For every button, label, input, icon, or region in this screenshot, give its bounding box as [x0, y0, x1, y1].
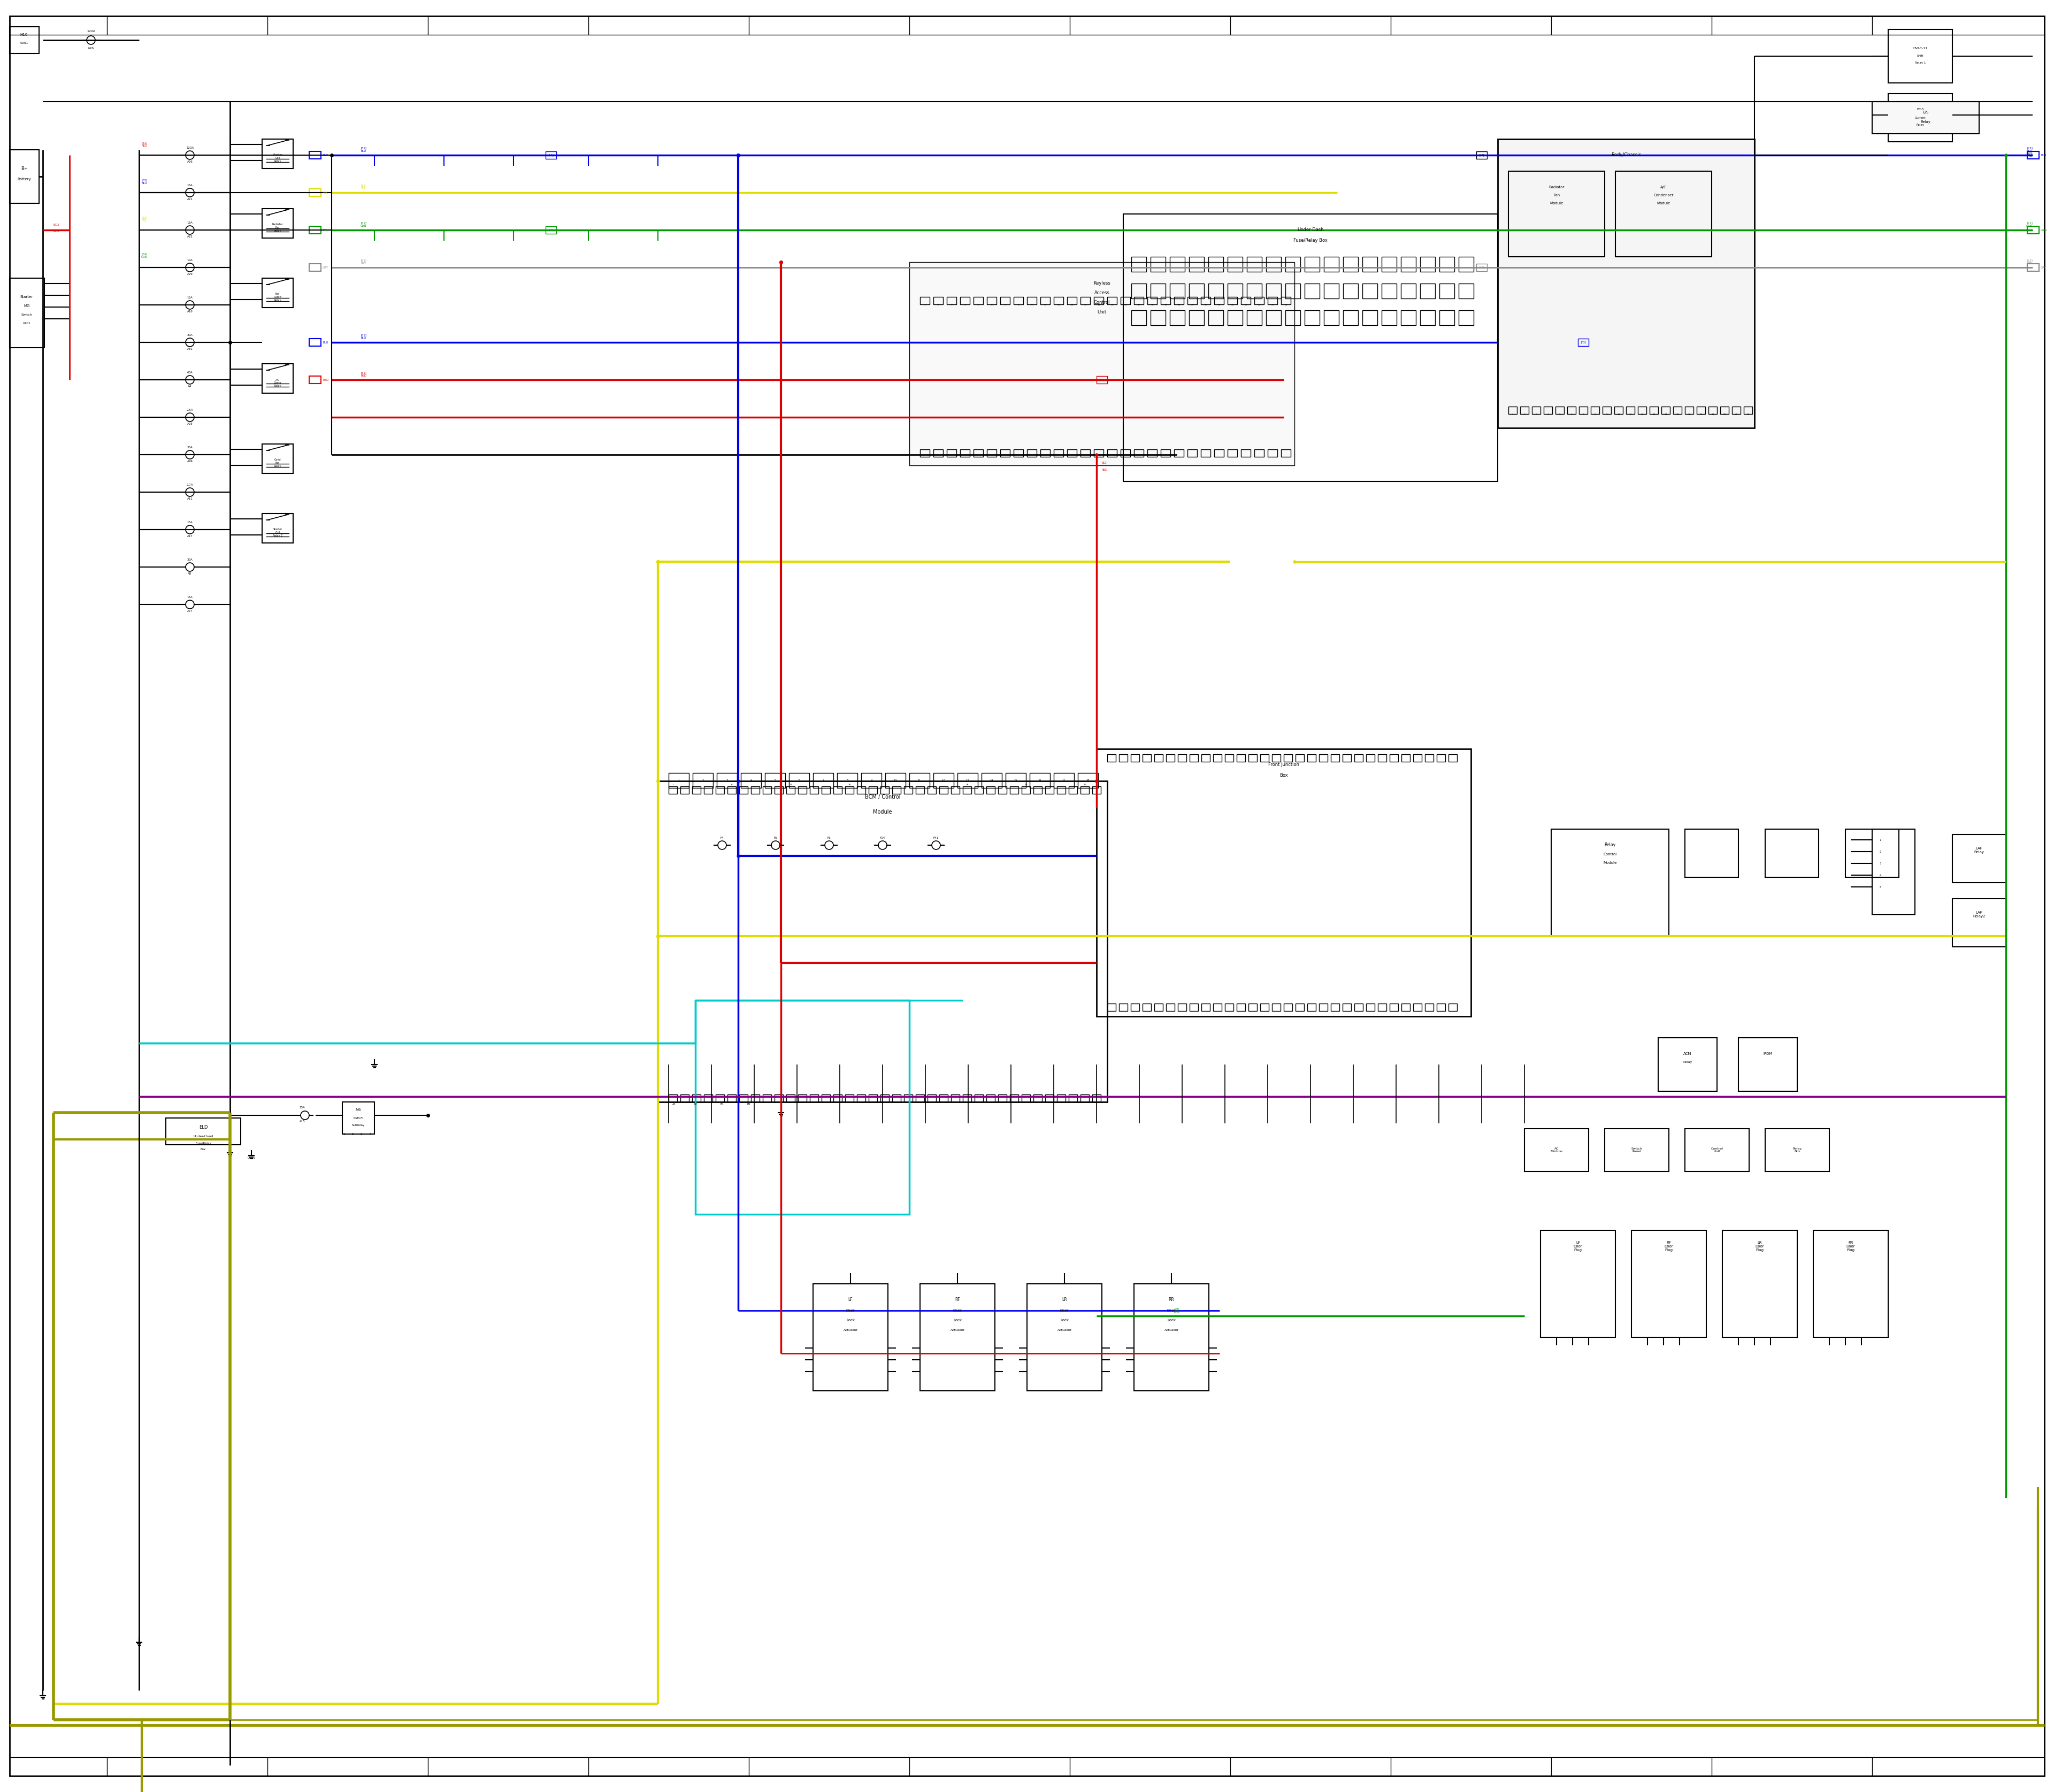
Bar [1567, 407, 1575, 414]
Text: ACM: ACM [1684, 1052, 1692, 1055]
Text: 19: 19 [1723, 414, 1725, 416]
Bar [1540, 1231, 1614, 1337]
Bar [657, 781, 1107, 1102]
Bar [834, 787, 842, 794]
Bar [933, 297, 943, 305]
Bar [1684, 1129, 1750, 1172]
Text: Box: Box [1280, 772, 1288, 778]
Bar [1119, 1004, 1128, 1011]
Bar [1440, 256, 1454, 272]
Bar [1202, 297, 1210, 305]
Bar [1249, 1004, 1257, 1011]
Bar [1080, 297, 1091, 305]
Bar [1255, 450, 1263, 457]
Text: A25: A25 [187, 423, 193, 425]
Text: Module: Module [873, 810, 891, 815]
Bar [1440, 310, 1454, 324]
Text: LR
Door
Plug: LR Door Plug [1756, 1242, 1764, 1253]
Bar [1448, 754, 1456, 762]
Bar [1208, 256, 1224, 272]
Text: 24: 24 [1230, 305, 1234, 306]
Text: A16: A16 [187, 310, 193, 314]
Bar [1343, 256, 1358, 272]
Bar [1224, 1004, 1234, 1011]
Text: Relay: Relay [1604, 842, 1616, 848]
Text: 25: 25 [1245, 305, 1247, 306]
Text: [F1]: [F1] [1099, 378, 1105, 382]
Bar [963, 1095, 972, 1102]
Bar [1532, 407, 1540, 414]
Text: 13: 13 [965, 780, 969, 781]
Text: [L2]: [L2] [1479, 154, 1485, 156]
Bar [998, 1095, 1006, 1102]
Bar [1177, 1004, 1187, 1011]
Bar [166, 1118, 240, 1145]
Text: 23: 23 [1218, 305, 1220, 306]
Text: [E1]
YEL: [E1] YEL [362, 185, 366, 190]
Text: Lock: Lock [953, 1319, 961, 1322]
Text: Fan: Fan [1553, 194, 1559, 197]
Text: Actuator: Actuator [844, 1328, 859, 1331]
Text: Battery: Battery [16, 177, 31, 181]
Text: F6: F6 [828, 837, 832, 839]
Bar [1953, 898, 2007, 946]
Bar [1175, 297, 1183, 305]
Bar [869, 1095, 877, 1102]
Text: BT-5: BT-5 [1916, 108, 1925, 111]
Text: Actuator: Actuator [1058, 1328, 1072, 1331]
Bar [1382, 256, 1397, 272]
Bar [1343, 754, 1352, 762]
Text: 30A: 30A [187, 333, 193, 337]
Text: 60A: 60A [187, 371, 193, 375]
Bar [834, 1095, 842, 1102]
Text: G301: G301 [246, 1158, 255, 1159]
Bar [1080, 787, 1089, 794]
Bar [1419, 310, 1436, 324]
Text: B1: B1 [721, 1104, 723, 1106]
Text: F4: F4 [721, 837, 723, 839]
Bar [1871, 102, 1980, 134]
Bar [1614, 172, 1711, 256]
Text: RF
Door
Plug: RF Door Plug [1664, 1242, 1674, 1253]
Bar [1224, 754, 1234, 762]
Text: A17: A17 [187, 536, 193, 538]
Bar [1508, 172, 1604, 256]
Text: GRN: GRN [322, 229, 329, 231]
Text: Relay 1: Relay 1 [1914, 61, 1927, 65]
Text: GRY: GRY [322, 267, 329, 269]
Text: Relay
Box: Relay Box [1793, 1147, 1801, 1152]
Bar [1721, 407, 1729, 414]
Bar [1202, 1004, 1210, 1011]
Bar [1093, 1095, 1101, 1102]
Text: 2.7A: 2.7A [187, 484, 193, 486]
Bar [789, 772, 809, 788]
Text: [L1]: [L1] [548, 229, 553, 231]
Bar [1631, 1231, 1707, 1337]
Text: 10A: 10A [187, 258, 193, 262]
Bar [1282, 297, 1290, 305]
Text: 11: 11 [1629, 414, 1631, 416]
Bar [910, 772, 930, 788]
Text: A26: A26 [88, 47, 94, 50]
Text: Fuse/Relay: Fuse/Relay [195, 1142, 212, 1145]
Bar [1241, 450, 1251, 457]
Bar [1132, 256, 1146, 272]
Bar [1590, 407, 1600, 414]
Bar [1684, 407, 1692, 414]
Bar [1202, 450, 1210, 457]
Bar [727, 787, 735, 794]
Text: [E3]
YEL: [E3] YEL [142, 217, 148, 222]
Bar [1228, 283, 1243, 299]
Bar [1214, 297, 1224, 305]
Bar [1237, 1004, 1245, 1011]
Bar [1306, 1004, 1317, 1011]
Text: S001: S001 [21, 41, 29, 45]
Text: A4: A4 [189, 385, 191, 389]
Bar [1577, 339, 1588, 346]
Bar [1261, 1004, 1269, 1011]
Bar [1458, 310, 1473, 324]
Bar [1027, 450, 1037, 457]
Bar [1011, 1095, 1019, 1102]
Bar [1764, 1129, 1830, 1172]
Bar [1354, 1004, 1364, 1011]
